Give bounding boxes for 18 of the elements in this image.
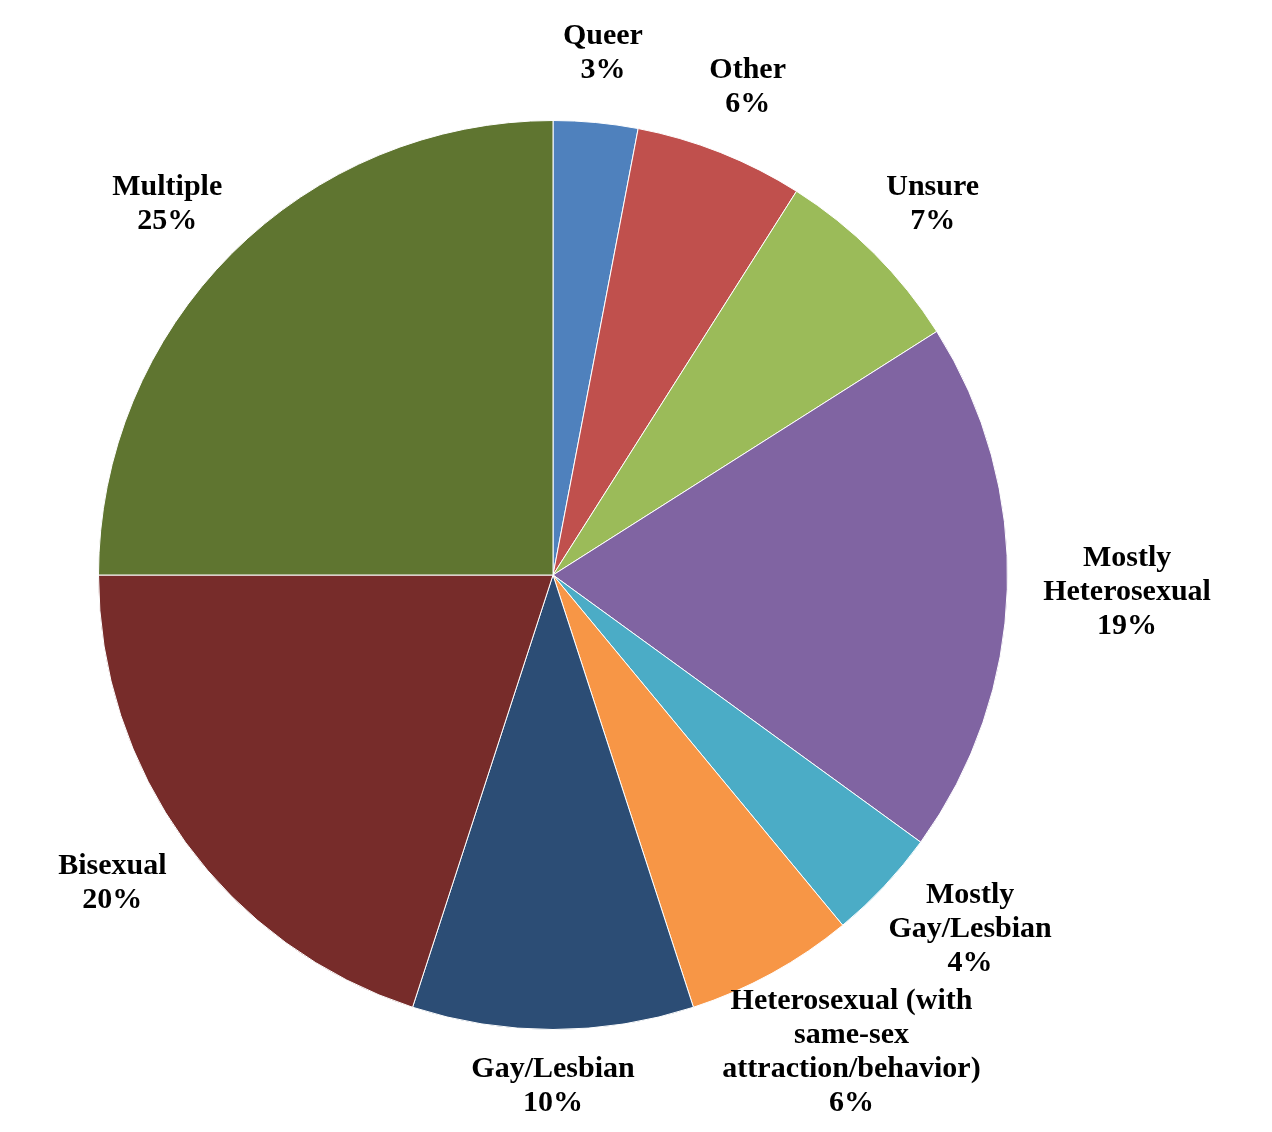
slice-label: Mostly Gay/Lesbian <box>888 875 1053 943</box>
data-label: 25% <box>137 201 198 235</box>
slice-label: Gay/Lesbian <box>471 1049 635 1083</box>
slice-label: Mostly Heterosexual <box>1043 538 1211 606</box>
data-label: 4% <box>947 943 993 977</box>
data-label: 3% <box>580 50 626 84</box>
slice-label: Queer <box>562 16 643 50</box>
data-label: 6% <box>725 85 771 119</box>
slice-label: Multiple <box>112 167 223 201</box>
slice-label: Other <box>709 51 786 85</box>
data-label: 10% <box>523 1083 583 1117</box>
slice-label: Unsure <box>886 167 980 201</box>
data-label: 6% <box>829 1083 875 1117</box>
data-label: 19% <box>1097 606 1158 640</box>
slice-label: Bisexual <box>58 847 167 881</box>
slice-label: Heterosexual (with same-sex attraction/behavior) <box>722 981 981 1084</box>
data-label: 20% <box>82 881 143 915</box>
data-label: 7% <box>910 201 956 235</box>
